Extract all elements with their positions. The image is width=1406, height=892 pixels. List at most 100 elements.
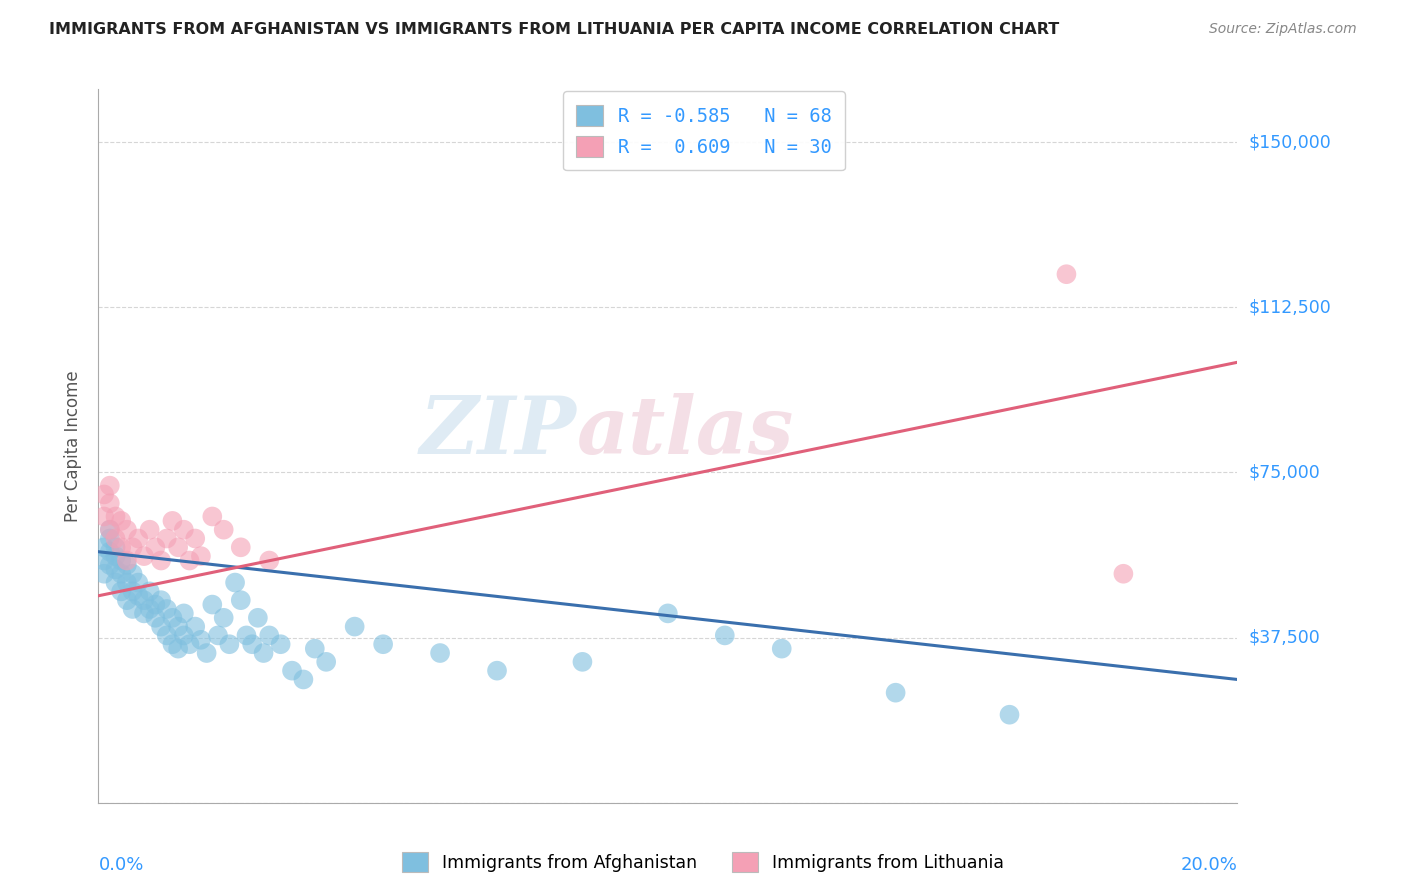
- Point: [110, 584, 132, 599]
- Point: [173, 628, 195, 642]
- Text: $112,500: $112,500: [1249, 298, 1331, 317]
- Point: [281, 664, 304, 678]
- Point: [104, 509, 127, 524]
- Point: [190, 549, 212, 563]
- Point: [229, 541, 252, 555]
- Point: [429, 646, 451, 660]
- Point: [246, 611, 269, 625]
- Point: [115, 558, 138, 572]
- Point: [98, 496, 121, 510]
- Point: [132, 607, 155, 621]
- Point: [98, 558, 121, 572]
- Point: [770, 641, 793, 656]
- Point: [93, 566, 115, 581]
- Point: [179, 553, 201, 567]
- Point: [110, 566, 132, 581]
- Point: [714, 628, 737, 642]
- Point: [201, 509, 224, 524]
- Point: [1112, 566, 1135, 581]
- Point: [98, 523, 121, 537]
- Point: [138, 602, 160, 616]
- Point: [98, 545, 121, 559]
- Point: [93, 553, 115, 567]
- Text: IMMIGRANTS FROM AFGHANISTAN VS IMMIGRANTS FROM LITHUANIA PER CAPITA INCOME CORRE: IMMIGRANTS FROM AFGHANISTAN VS IMMIGRANT…: [49, 22, 1060, 37]
- Text: atlas: atlas: [576, 393, 794, 470]
- Y-axis label: Per Capita Income: Per Capita Income: [65, 370, 83, 522]
- Point: [884, 686, 907, 700]
- Point: [343, 619, 366, 633]
- Point: [304, 641, 326, 656]
- Point: [121, 541, 143, 555]
- Point: [190, 632, 212, 647]
- Point: [201, 598, 224, 612]
- Point: [115, 553, 138, 567]
- Point: [93, 541, 115, 555]
- Point: [212, 611, 235, 625]
- Point: [195, 646, 218, 660]
- Point: [167, 619, 190, 633]
- Point: [150, 593, 173, 607]
- Point: [270, 637, 292, 651]
- Point: [156, 532, 179, 546]
- Point: [127, 532, 149, 546]
- Point: [1056, 267, 1078, 281]
- Point: [571, 655, 593, 669]
- Point: [121, 584, 143, 599]
- Point: [98, 523, 121, 537]
- Point: [156, 602, 179, 616]
- Point: [127, 575, 149, 590]
- Point: [179, 637, 201, 651]
- Point: [104, 549, 127, 563]
- Point: [132, 549, 155, 563]
- Point: [486, 664, 509, 678]
- Text: $37,500: $37,500: [1249, 629, 1320, 647]
- Point: [167, 641, 190, 656]
- Point: [998, 707, 1021, 722]
- Point: [259, 553, 281, 567]
- Point: [110, 514, 132, 528]
- Point: [104, 541, 127, 555]
- Point: [224, 575, 246, 590]
- Point: [121, 602, 143, 616]
- Text: $75,000: $75,000: [1249, 464, 1320, 482]
- Point: [150, 619, 173, 633]
- Point: [150, 553, 173, 567]
- Point: [121, 566, 143, 581]
- Point: [162, 611, 184, 625]
- Point: [156, 628, 179, 642]
- Text: 0.0%: 0.0%: [98, 856, 143, 874]
- Point: [104, 532, 127, 546]
- Point: [657, 607, 679, 621]
- Point: [259, 628, 281, 642]
- Point: [145, 541, 167, 555]
- Point: [93, 509, 115, 524]
- Point: [110, 553, 132, 567]
- Point: [162, 514, 184, 528]
- Point: [132, 593, 155, 607]
- Point: [207, 628, 229, 642]
- Point: [240, 637, 263, 651]
- Point: [162, 637, 184, 651]
- Point: [145, 598, 167, 612]
- Point: [93, 487, 115, 501]
- Point: [252, 646, 274, 660]
- Legend: R = -0.585   N = 68, R =  0.609   N = 30: R = -0.585 N = 68, R = 0.609 N = 30: [564, 92, 845, 170]
- Point: [212, 523, 235, 537]
- Point: [115, 593, 138, 607]
- Point: [292, 673, 315, 687]
- Point: [184, 532, 207, 546]
- Point: [235, 628, 257, 642]
- Point: [104, 575, 127, 590]
- Point: [138, 523, 160, 537]
- Point: [218, 637, 240, 651]
- Text: ZIP: ZIP: [420, 393, 576, 470]
- Text: 20.0%: 20.0%: [1181, 856, 1237, 874]
- Point: [115, 523, 138, 537]
- Point: [373, 637, 395, 651]
- Text: $150,000: $150,000: [1249, 133, 1331, 151]
- Point: [184, 619, 207, 633]
- Point: [173, 523, 195, 537]
- Point: [229, 593, 252, 607]
- Point: [167, 541, 190, 555]
- Legend: Immigrants from Afghanistan, Immigrants from Lithuania: Immigrants from Afghanistan, Immigrants …: [395, 845, 1011, 879]
